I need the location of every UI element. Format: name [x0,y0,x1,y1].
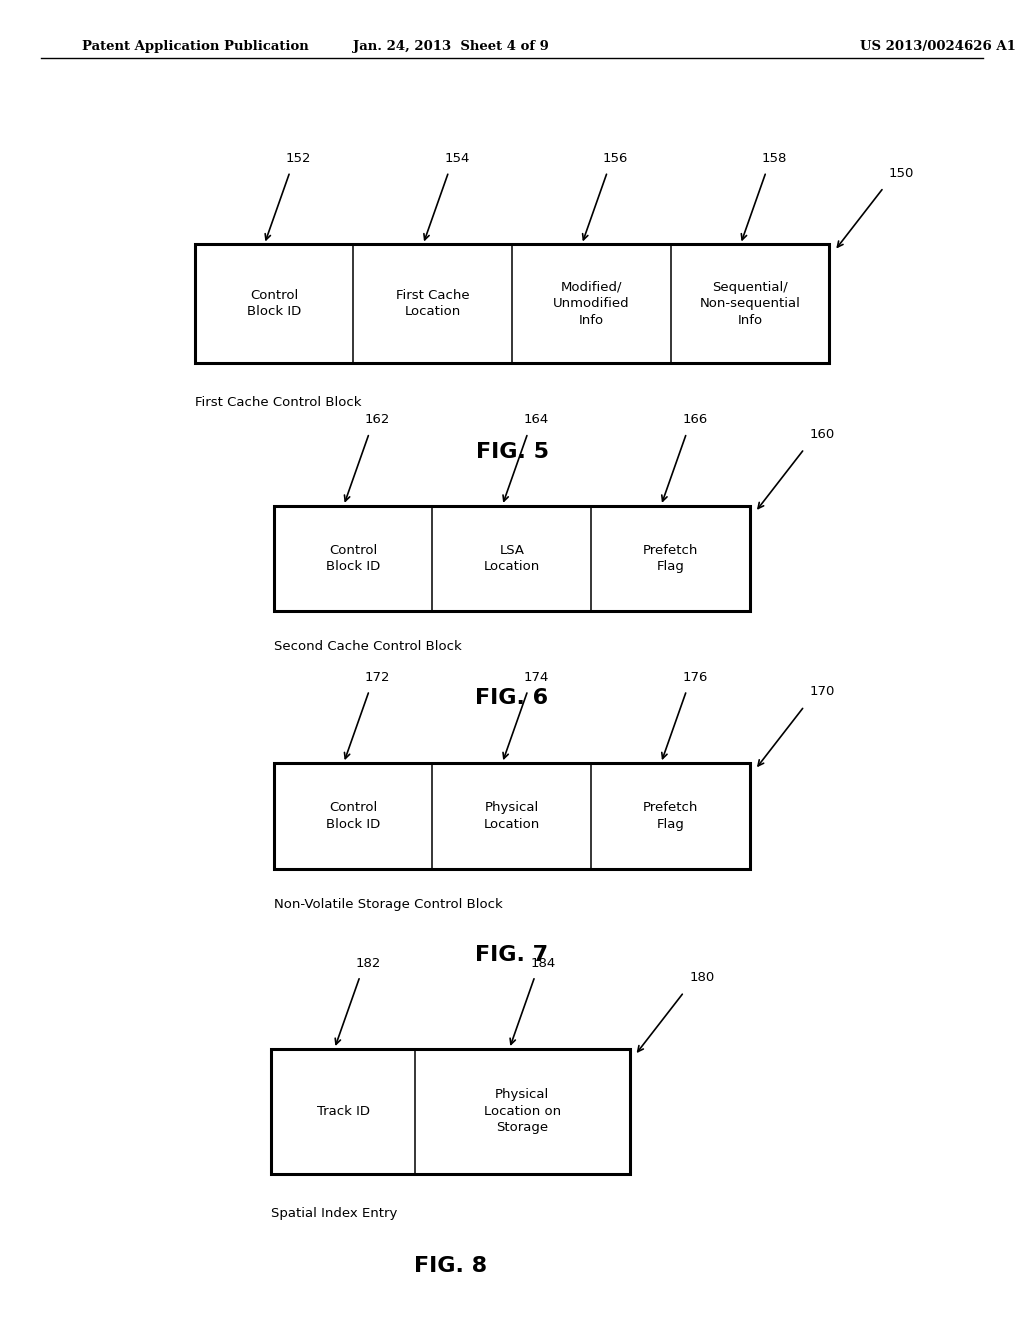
Text: FIG. 8: FIG. 8 [414,1257,487,1276]
Text: 174: 174 [523,671,549,684]
Text: Sequential/
Non-sequential
Info: Sequential/ Non-sequential Info [699,281,801,326]
Text: 158: 158 [762,152,787,165]
Text: FIG. 6: FIG. 6 [475,688,549,708]
Text: 154: 154 [444,152,470,165]
Text: 150: 150 [889,166,914,180]
Text: 170: 170 [809,685,835,698]
Text: Jan. 24, 2013  Sheet 4 of 9: Jan. 24, 2013 Sheet 4 of 9 [352,40,549,53]
Text: Control
Block ID: Control Block ID [247,289,301,318]
Text: US 2013/0024626 A1: US 2013/0024626 A1 [860,40,1016,53]
Text: Control
Block ID: Control Block ID [326,544,380,573]
Text: First Cache
Location: First Cache Location [396,289,469,318]
Text: Control
Block ID: Control Block ID [326,801,380,830]
Text: 162: 162 [365,413,390,426]
Text: Prefetch
Flag: Prefetch Flag [643,801,698,830]
Text: Modified/
Unmodified
Info: Modified/ Unmodified Info [553,281,630,326]
Text: Physical
Location on
Storage: Physical Location on Storage [483,1089,561,1134]
Text: LSA
Location: LSA Location [483,544,540,573]
Text: 180: 180 [689,972,715,985]
Text: 156: 156 [603,152,629,165]
FancyBboxPatch shape [273,763,750,869]
Text: 184: 184 [530,957,556,969]
Text: Non-Volatile Storage Control Block: Non-Volatile Storage Control Block [273,898,503,911]
Text: Track ID: Track ID [316,1105,370,1118]
Text: Prefetch
Flag: Prefetch Flag [643,544,698,573]
FancyBboxPatch shape [195,244,829,363]
Text: Patent Application Publication: Patent Application Publication [82,40,308,53]
Text: First Cache Control Block: First Cache Control Block [195,396,361,409]
FancyBboxPatch shape [273,506,750,611]
Text: Spatial Index Entry: Spatial Index Entry [271,1206,397,1220]
FancyBboxPatch shape [271,1048,630,1175]
Text: 172: 172 [365,671,390,684]
Text: Physical
Location: Physical Location [483,801,540,830]
Text: 164: 164 [523,413,549,426]
Text: 152: 152 [286,152,311,165]
Text: 166: 166 [682,413,708,426]
Text: 160: 160 [809,428,835,441]
Text: 176: 176 [682,671,708,684]
Text: Second Cache Control Block: Second Cache Control Block [273,640,462,653]
Text: FIG. 7: FIG. 7 [475,945,549,965]
Text: FIG. 5: FIG. 5 [475,442,549,462]
Text: 182: 182 [355,957,381,969]
